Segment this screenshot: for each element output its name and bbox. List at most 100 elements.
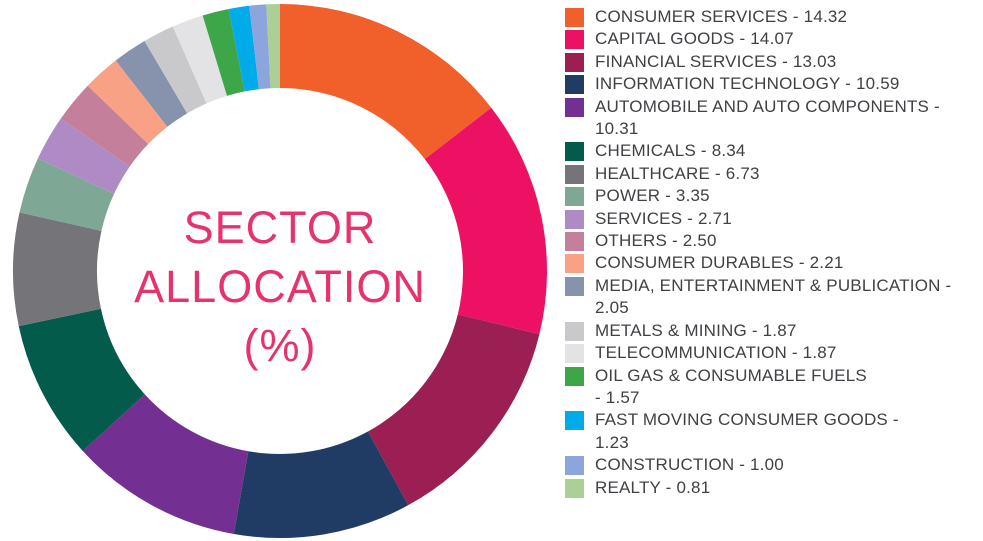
legend-line: MEDIA, ENTERTAINMENT & PUBLICATION - [595, 275, 952, 295]
legend-line: OIL GAS & CONSUMABLE FUELS [595, 365, 867, 385]
legend-label: SERVICES - 2.71 [595, 208, 732, 230]
legend-item-others: OTHERS - 2.50 [565, 230, 980, 252]
legend-label: POWER - 3.35 [595, 185, 710, 207]
legend-item-metals-mining: METALS & MINING - 1.87 [565, 320, 980, 342]
legend-line: CONSTRUCTION - 1.00 [595, 455, 784, 475]
legend-color-swatch [565, 142, 584, 162]
legend-item-power: POWER - 3.35 [565, 185, 980, 207]
donut-segment-automobile-and-auto-components [82, 394, 249, 534]
legend-line: HEALTHCARE - 6.73 [595, 163, 760, 183]
chart-title-line-1: SECTOR [183, 202, 377, 253]
legend-color-swatch [565, 52, 584, 72]
legend-item-fast-moving-consumer-goods: FAST MOVING CONSUMER GOODS -1.23 [565, 409, 980, 454]
legend-color-swatch [565, 75, 584, 95]
legend-line: 10.31 [595, 119, 639, 139]
legend-color-swatch [565, 254, 584, 274]
legend-item-telecommunication: TELECOMMUNICATION - 1.87 [565, 342, 980, 364]
donut-segment-services [37, 118, 130, 194]
legend-label: OTHERS - 2.50 [595, 230, 717, 252]
legend-line: REALTY - 0.81 [595, 477, 711, 497]
legend-line: CONSUMER DURABLES - 2.21 [595, 253, 844, 273]
legend-color-swatch [565, 344, 584, 364]
donut-segment-healthcare [13, 212, 102, 327]
legend-item-healthcare: HEALTHCARE - 6.73 [565, 163, 980, 185]
legend-color-swatch [565, 8, 584, 27]
legend-item-capital-goods: CAPITAL GOODS - 14.07 [565, 28, 980, 50]
donut-chart [13, 4, 548, 539]
legend-label: FAST MOVING CONSUMER GOODS -1.23 [595, 409, 899, 454]
legend-item-construction: CONSTRUCTION - 1.00 [565, 454, 980, 476]
legend-label: METALS & MINING - 1.87 [595, 320, 797, 342]
legend-label: CONSUMER SERVICES - 14.32 [595, 6, 847, 28]
legend-label: FINANCIAL SERVICES - 13.03 [595, 51, 836, 73]
legend-label: AUTOMOBILE AND AUTO COMPONENTS - 10.31 [595, 96, 940, 141]
legend-label: CONSUMER DURABLES - 2.21 [595, 252, 844, 274]
legend-line: CAPITAL GOODS - 14.07 [595, 29, 794, 49]
legend-color-swatch [565, 30, 584, 50]
legend-label: HEALTHCARE - 6.73 [595, 163, 760, 185]
donut-segment-media-entertainment-publication [115, 40, 188, 127]
legend-color-swatch [565, 209, 584, 229]
legend-item-chemicals: CHEMICALS - 8.34 [565, 140, 980, 162]
donut-segment-power [19, 158, 115, 231]
donut-segment-metals-mining [144, 26, 207, 114]
legend-line: 2.05 [595, 298, 629, 318]
chart-title: SECTOR ALLOCATION (%) [90, 198, 470, 375]
legend-line: FAST MOVING CONSUMER GOODS - [595, 410, 899, 430]
legend-label: CHEMICALS - 8.34 [595, 140, 746, 162]
donut-segment-oil-gas-consumable-fuels [202, 9, 245, 96]
legend-item-realty: REALTY - 0.81 [565, 477, 980, 499]
legend-line: OTHERS - 2.50 [595, 231, 717, 251]
legend-label: OIL GAS & CONSUMABLE FUELS - 1.57 [595, 365, 867, 410]
legend-color-swatch [565, 232, 584, 252]
donut-segment-financial-services [367, 314, 540, 506]
legend-color-swatch [565, 164, 584, 184]
donut-segment-others [60, 85, 149, 167]
legend-item-consumer-services: CONSUMER SERVICES - 14.32 [565, 6, 980, 28]
legend-color-swatch [565, 321, 584, 341]
legend-item-information-technology: INFORMATION TECHNOLOGY - 10.59 [565, 73, 980, 95]
legend-item-services: SERVICES - 2.71 [565, 208, 980, 230]
donut-segment-consumer-services [280, 4, 492, 160]
legend-item-financial-services: FINANCIAL SERVICES - 13.03 [565, 51, 980, 73]
chart-title-line-2: ALLOCATION [134, 261, 426, 312]
legend-line: FINANCIAL SERVICES - 13.03 [595, 51, 837, 71]
legend-item-oil-gas-consumable-fuels: OIL GAS & CONSUMABLE FUELS - 1.57 [565, 365, 980, 410]
donut-segment-construction [249, 4, 271, 90]
legend-line: 1.23 [595, 432, 629, 452]
donut-segment-information-technology [233, 431, 409, 539]
chart-title-line-3: (%) [243, 320, 317, 371]
legend-item-automobile-and-auto-components: AUTOMOBILE AND AUTO COMPONENTS - 10.31 [565, 96, 980, 141]
legend-color-swatch [565, 411, 584, 431]
legend-line: CONSUMER SERVICES - 14.32 [595, 7, 848, 26]
legend-color-swatch [565, 456, 584, 476]
legend-line: METALS & MINING - 1.87 [595, 320, 797, 340]
legend-color-swatch [565, 276, 584, 296]
legend-color-swatch [565, 187, 584, 207]
legend-line: TELECOMMUNICATION - 1.87 [595, 343, 837, 363]
legend-color-swatch [565, 366, 584, 386]
legend-line: - 1.57 [595, 387, 640, 407]
legend-line: INFORMATION TECHNOLOGY - 10.59 [595, 74, 900, 94]
donut-segment-consumer-durables [87, 60, 168, 145]
legend-item-media-entertainment-publication: MEDIA, ENTERTAINMENT & PUBLICATION - 2.05 [565, 275, 980, 320]
legend-label: TELECOMMUNICATION - 1.87 [595, 342, 837, 364]
donut-segment-realty [266, 4, 280, 89]
donut-segment-fast-moving-consumer-goods [228, 5, 259, 92]
legend-label: CONSTRUCTION - 1.00 [595, 454, 784, 476]
legend-label: REALTY - 0.81 [595, 477, 710, 499]
donut-segment-capital-goods [424, 107, 548, 335]
legend-line: POWER - 3.35 [595, 186, 710, 206]
donut-segment-chemicals [18, 308, 145, 451]
legend-label: INFORMATION TECHNOLOGY - 10.59 [595, 73, 900, 95]
legend-item-consumer-durables: CONSUMER DURABLES - 2.21 [565, 252, 980, 274]
legend-line: SERVICES - 2.71 [595, 208, 732, 228]
legend-label: MEDIA, ENTERTAINMENT & PUBLICATION - 2.05 [595, 275, 951, 320]
legend-label: CAPITAL GOODS - 14.07 [595, 28, 794, 50]
donut-segment-telecommunication [172, 15, 227, 104]
legend-color-swatch [565, 97, 584, 117]
legend-line: AUTOMOBILE AND AUTO COMPONENTS - [595, 96, 940, 116]
legend-line: CHEMICALS - 8.34 [595, 141, 746, 161]
chart-legend: CONSUMER SERVICES - 14.32 CAPITAL GOODS … [565, 6, 980, 499]
